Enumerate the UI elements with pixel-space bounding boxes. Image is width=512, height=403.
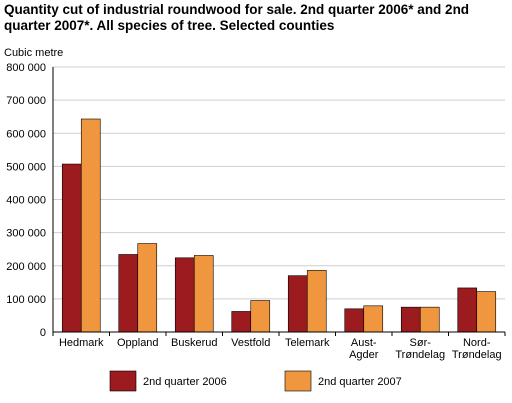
y-tick-label: 100 000: [6, 294, 46, 306]
y-tick-label: 700 000: [6, 95, 46, 107]
legend-label: 2nd quarter 2006: [143, 376, 227, 388]
chart-title: Quantity cut of industrial roundwood for…: [4, 2, 469, 33]
x-category-label: Buskerud: [171, 337, 217, 349]
bar-2007: [476, 291, 497, 333]
y-tick-label: 0: [40, 327, 46, 339]
chart-title-line: Quantity cut of industrial roundwood for…: [4, 2, 469, 17]
x-category-label: Hedmark: [59, 337, 104, 349]
bar-2007: [419, 306, 440, 333]
bar-2007: [193, 255, 214, 333]
bar-2006: [61, 163, 82, 333]
x-category-label: Oppland: [117, 337, 159, 349]
x-category-label: Trøndelag: [395, 349, 445, 361]
x-axis-category-labels: Hedmark Oppland Buskerud Vestfold Telemark Au…: [52, 332, 506, 361]
x-category-label: Agder: [349, 349, 379, 361]
y-tick-label: 600 000: [6, 128, 46, 140]
bar-2006: [287, 275, 308, 333]
y-tick-label: 300 000: [6, 228, 46, 240]
legend: 2nd quarter 2006 2nd quarter 2007: [109, 370, 402, 392]
bar-2007: [250, 300, 271, 333]
bar-2007: [137, 243, 158, 333]
bar-2007: [363, 305, 384, 333]
x-category-label: Telemark: [285, 337, 330, 349]
chart-title-line: quarter 2007*. All species of tree. Sele…: [4, 18, 334, 33]
bar-2006: [344, 308, 365, 333]
bar-2006: [231, 311, 252, 333]
legend-label: 2nd quarter 2007: [318, 376, 402, 388]
x-category-label: Trøndelag: [452, 349, 502, 361]
y-tick-label: 400 000: [6, 195, 46, 207]
bar-2007: [306, 270, 327, 333]
x-category-label: Nord-: [463, 337, 491, 349]
y-axis-tick-labels: 0 100 000 200 000 300 000 400 000 500 000 600 …: [6, 62, 46, 339]
bar-2006: [457, 287, 478, 333]
bar-2006: [174, 257, 195, 333]
x-category-label: Aust-: [351, 337, 377, 349]
x-category-label: Vestfold: [231, 337, 270, 349]
legend-swatch: [284, 370, 312, 392]
y-tick-label: 800 000: [6, 62, 46, 74]
y-tick-label: 500 000: [6, 161, 46, 173]
legend-swatch: [109, 370, 137, 392]
x-category-label: Sør-: [410, 337, 432, 349]
bars: [61, 118, 497, 333]
bar-2007: [80, 118, 101, 333]
bar-2006: [400, 306, 421, 333]
y-axis-unit-label: Cubic metre: [4, 47, 63, 59]
bar-2006: [118, 254, 139, 333]
y-tick-label: 200 000: [6, 261, 46, 273]
